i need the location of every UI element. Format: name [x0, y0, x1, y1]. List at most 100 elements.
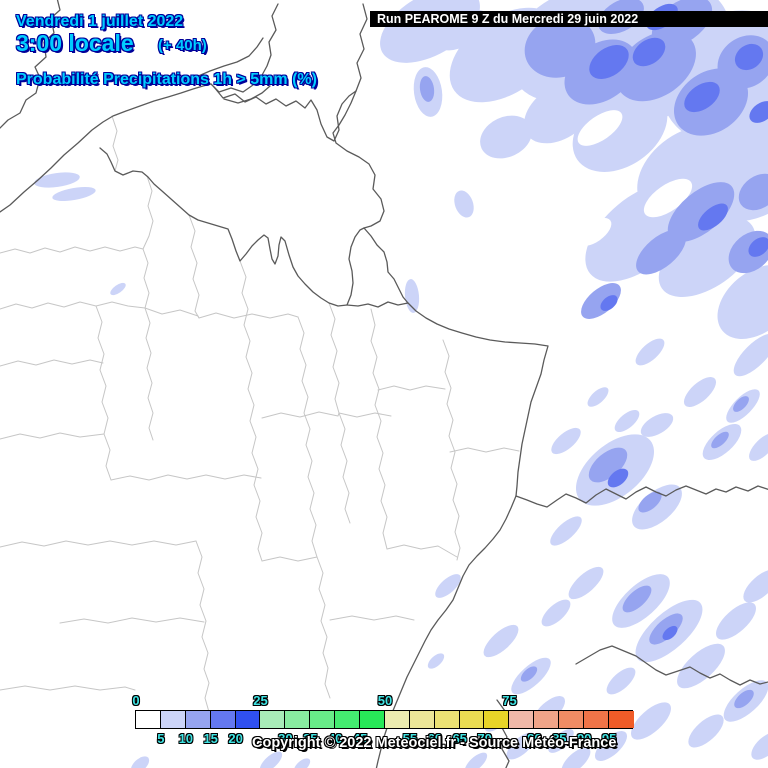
legend-tick-label: 45 — [352, 731, 368, 746]
border-fr-de-rhine — [407, 302, 549, 497]
border-zeeland — [210, 3, 279, 93]
precip-blob — [110, 282, 126, 296]
border-channel-coast — [0, 83, 212, 213]
border-zeeland-island — [195, 37, 264, 78]
precip-blob — [683, 377, 717, 407]
precip-blob — [568, 566, 604, 600]
precip-blob — [749, 433, 768, 461]
legend-tick-label: 70 — [477, 731, 492, 746]
legend-color-cell — [484, 711, 510, 728]
precip-blob — [419, 76, 435, 102]
department-borders — [0, 115, 520, 713]
legend-color-cell — [384, 711, 410, 728]
legend-tick-label: 85 — [552, 731, 567, 746]
precip-blob — [733, 333, 768, 377]
precip-blob — [34, 172, 80, 188]
legend-tick-label: 15 — [203, 731, 218, 746]
legend-color-cell — [509, 711, 535, 728]
legend-color-cell — [434, 711, 460, 728]
legend-color-cell — [360, 711, 385, 728]
precip-blob — [396, 28, 410, 40]
precip-blob — [638, 491, 662, 513]
border-nl-be — [213, 86, 357, 142]
legend-tick-label: 50 — [377, 693, 393, 708]
precip-blob — [506, 732, 536, 760]
forecast-time: 3:00 locale — [16, 30, 134, 56]
legend-tick-label: 55 — [402, 731, 418, 746]
legend-color-cell — [584, 711, 609, 728]
precip-blob — [631, 702, 671, 740]
border-be-fr — [99, 147, 348, 307]
precip-blob — [734, 689, 754, 709]
precip-blob — [614, 409, 640, 433]
precip-blob — [450, 65, 472, 93]
border-luxembourg — [346, 227, 409, 308]
precip-blob — [464, 752, 488, 768]
legend-color-cell — [285, 711, 311, 728]
legend-color-cell — [260, 711, 286, 728]
legend-tick-label: 95 — [601, 731, 617, 746]
legend-tick-label: 5 — [157, 731, 165, 746]
border-nl-de — [355, 3, 368, 92]
legend-color-cell — [608, 711, 634, 728]
precip-blob — [427, 653, 445, 669]
precip-blob — [572, 88, 668, 172]
precip-blob — [636, 229, 686, 275]
copyright-notice: Copyright © 2022 Meteociel.fr - Source M… — [252, 735, 617, 751]
precip-blob — [677, 643, 725, 689]
precip-blob — [550, 516, 582, 546]
legend-color-cell — [559, 711, 585, 728]
precip-blob — [293, 758, 311, 768]
legend-color-cell — [160, 711, 186, 728]
legend-color-cell — [409, 711, 435, 728]
precip-blob — [643, 178, 693, 218]
precip-blob — [551, 427, 581, 455]
border-ch-south — [575, 645, 768, 686]
model-run-banner: Run PEAROME 9 Z du Mercredi 29 juin 2022 — [370, 11, 768, 27]
legend-color-cell — [310, 711, 336, 728]
forecast-hour-offset: (+ 40h) — [158, 37, 207, 54]
precip-blob — [632, 484, 682, 530]
precip-blob — [635, 338, 665, 366]
precip-blob — [577, 110, 623, 146]
forecast-variable: Probabilité Precipitations 1h > 5mm (%) — [16, 71, 317, 88]
precip-blob — [751, 732, 768, 760]
legend-color-cell — [335, 711, 361, 728]
legend-color-cell — [459, 711, 485, 728]
precip-blob — [662, 625, 678, 641]
precipitation-probability-layer — [34, 0, 768, 768]
precip-blob — [733, 396, 749, 412]
precip-blob — [520, 666, 538, 682]
border-england-coast — [0, 0, 61, 129]
precip-blob — [649, 613, 683, 645]
precip-blob — [480, 115, 532, 159]
precip-blob — [716, 602, 756, 640]
precip-blob — [587, 387, 609, 407]
precip-blob — [658, 217, 756, 297]
legend-tick-label: 40 — [327, 731, 343, 746]
legend-color-cell — [210, 711, 236, 728]
legend-color-cell — [185, 711, 211, 728]
forecast-date: Vendredi 1 juillet 2022 — [16, 13, 184, 30]
precip-blob — [589, 44, 629, 80]
legend-color-cell — [534, 711, 560, 728]
precip-blob — [632, 37, 666, 67]
legend-tick-label: 60 — [427, 731, 443, 746]
precip-blob — [454, 190, 474, 218]
precip-blob — [743, 569, 768, 603]
precip-blob — [748, 237, 768, 257]
legend-tick-label: 0 — [132, 693, 140, 708]
precip-blob — [130, 756, 150, 768]
color-scale-bar — [135, 710, 634, 729]
precip-blob — [483, 624, 519, 658]
precip-blob — [738, 173, 768, 211]
legend-tick-label: 10 — [178, 731, 194, 746]
precip-blob — [734, 43, 764, 71]
precip-blob — [749, 101, 768, 123]
legend-tick-label: 20 — [228, 731, 243, 746]
precip-blob — [717, 265, 768, 339]
precip-blob — [698, 203, 728, 231]
